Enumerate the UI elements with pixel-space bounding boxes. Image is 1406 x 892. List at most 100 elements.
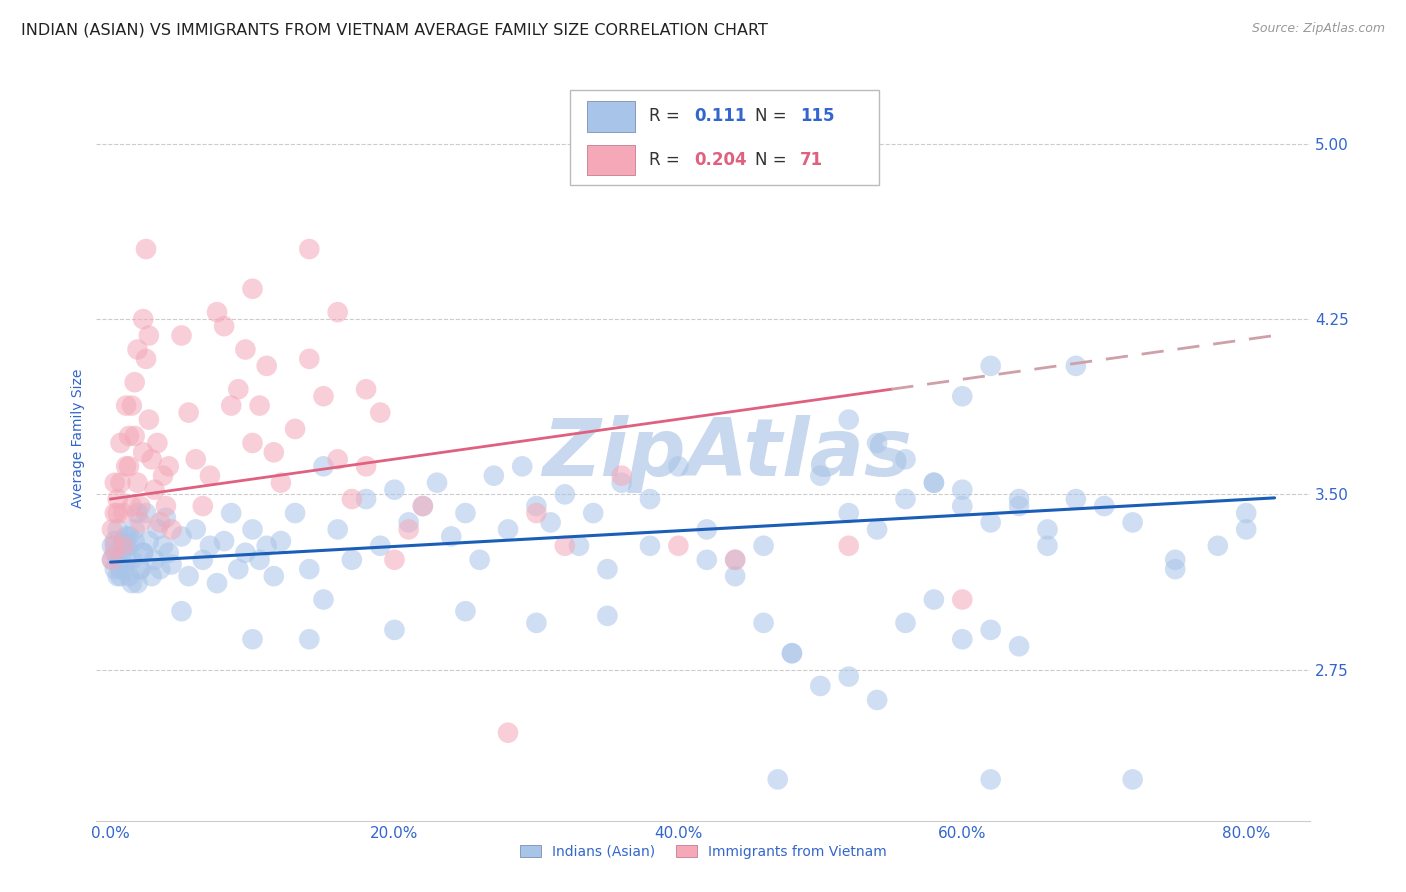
Point	[141, 569, 163, 583]
Point	[398, 523, 420, 537]
Point	[496, 523, 519, 537]
Point	[596, 608, 619, 623]
Point	[146, 523, 169, 537]
Point	[696, 523, 718, 537]
Point	[226, 382, 249, 396]
Point	[312, 592, 335, 607]
Point	[104, 546, 127, 560]
Point	[340, 553, 363, 567]
Point	[110, 436, 132, 450]
Text: INDIAN (ASIAN) VS IMMIGRANTS FROM VIETNAM AVERAGE FAMILY SIZE CORRELATION CHART: INDIAN (ASIAN) VS IMMIGRANTS FROM VIETNA…	[21, 22, 768, 37]
Point	[326, 523, 349, 537]
Point	[894, 615, 917, 630]
Point	[412, 499, 434, 513]
Point	[284, 506, 307, 520]
Point	[129, 562, 152, 576]
Point	[152, 539, 174, 553]
Text: N =: N =	[755, 151, 787, 169]
Point	[666, 539, 689, 553]
Point	[440, 529, 463, 543]
Point	[426, 475, 449, 490]
Point	[127, 576, 149, 591]
Point	[101, 523, 124, 537]
Point	[838, 539, 860, 553]
Point	[132, 312, 155, 326]
Point	[143, 483, 166, 497]
Point	[526, 615, 548, 630]
Point	[101, 539, 124, 553]
Point	[212, 534, 235, 549]
Point	[160, 523, 183, 537]
Text: 0.111: 0.111	[695, 107, 747, 126]
Point	[256, 539, 278, 553]
Point	[496, 725, 519, 739]
Point	[526, 499, 548, 513]
Point	[112, 534, 135, 549]
Point	[249, 399, 271, 413]
Point	[104, 475, 127, 490]
Point	[384, 623, 406, 637]
Point	[155, 499, 177, 513]
Point	[235, 546, 257, 560]
Point	[696, 553, 718, 567]
Point	[1206, 539, 1229, 553]
Point	[121, 499, 143, 513]
Point	[129, 562, 152, 576]
Point	[146, 436, 169, 450]
Point	[1008, 499, 1031, 513]
Point	[107, 553, 129, 567]
Point	[263, 445, 285, 459]
Point	[177, 406, 200, 420]
Point	[135, 506, 157, 520]
Point	[526, 506, 548, 520]
Point	[124, 534, 146, 549]
Point	[1234, 506, 1257, 520]
Text: N =: N =	[755, 107, 787, 126]
Point	[312, 459, 335, 474]
Point	[354, 459, 377, 474]
Point	[115, 459, 138, 474]
Point	[242, 282, 264, 296]
Point	[263, 569, 285, 583]
Point	[191, 499, 214, 513]
Point	[1064, 359, 1087, 373]
Point	[1036, 523, 1059, 537]
Point	[157, 459, 180, 474]
Point	[226, 562, 249, 576]
Point	[724, 553, 747, 567]
Point	[124, 429, 146, 443]
Point	[152, 468, 174, 483]
Point	[298, 242, 321, 256]
Point	[894, 491, 917, 506]
Point	[132, 546, 155, 560]
Point	[384, 483, 406, 497]
Point	[554, 539, 576, 553]
Point	[112, 562, 135, 576]
Point	[115, 539, 138, 553]
Point	[922, 475, 945, 490]
Point	[160, 558, 183, 572]
Point	[298, 632, 321, 647]
Point	[950, 499, 973, 513]
Point	[866, 693, 889, 707]
Point	[510, 459, 533, 474]
Point	[184, 523, 207, 537]
Point	[284, 422, 307, 436]
Point	[141, 452, 163, 467]
Point	[121, 553, 143, 567]
Point	[115, 399, 138, 413]
Point	[121, 576, 143, 591]
Text: R =: R =	[648, 107, 685, 126]
Point	[540, 516, 562, 530]
Point	[368, 406, 391, 420]
Point	[1008, 639, 1031, 653]
Text: 71: 71	[800, 151, 824, 169]
Point	[124, 376, 146, 390]
Point	[198, 468, 221, 483]
Point	[118, 539, 141, 553]
Point	[198, 539, 221, 553]
Point	[110, 562, 132, 576]
Point	[454, 506, 477, 520]
Point	[980, 359, 1002, 373]
Point	[104, 506, 127, 520]
